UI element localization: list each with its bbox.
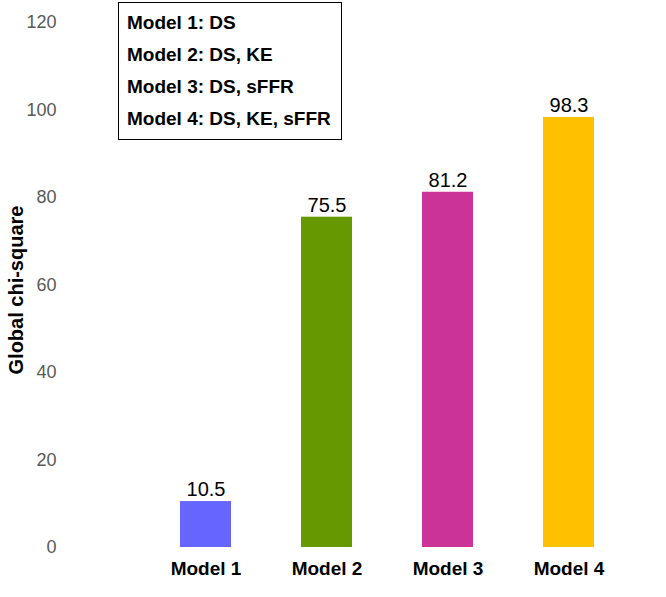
svg-text:Model 4: Model 4 bbox=[534, 558, 605, 579]
svg-text:10.5: 10.5 bbox=[187, 478, 226, 500]
svg-text:60: 60 bbox=[36, 275, 56, 295]
svg-text:20: 20 bbox=[36, 450, 56, 470]
svg-text:81.2: 81.2 bbox=[429, 169, 468, 191]
svg-text:Model 3: Model 3 bbox=[413, 558, 484, 579]
svg-text:Model 2: Model 2 bbox=[292, 558, 363, 579]
svg-text:40: 40 bbox=[36, 362, 56, 382]
svg-text:75.5: 75.5 bbox=[308, 194, 347, 216]
html-text:Model 3: DS, sFFR: Model 3: DS, sFFR bbox=[127, 76, 294, 97]
svg-text:120: 120 bbox=[26, 12, 56, 32]
html-text:Model 2: DS, KE: Model 2: DS, KE bbox=[127, 44, 273, 65]
svg-text:98.3: 98.3 bbox=[550, 94, 589, 116]
svg-text:Model 1: Model 1 bbox=[171, 558, 242, 579]
html-text:Model 4: DS, KE, sFFR: Model 4: DS, KE, sFFR bbox=[127, 108, 331, 129]
svg-text:0: 0 bbox=[46, 537, 56, 557]
html-text:Model 1: DS: Model 1: DS bbox=[127, 12, 236, 33]
html-text:Global chi-square: Global chi-square bbox=[4, 205, 27, 375]
svg-text:100: 100 bbox=[26, 100, 56, 120]
svg-text:80: 80 bbox=[36, 187, 56, 207]
